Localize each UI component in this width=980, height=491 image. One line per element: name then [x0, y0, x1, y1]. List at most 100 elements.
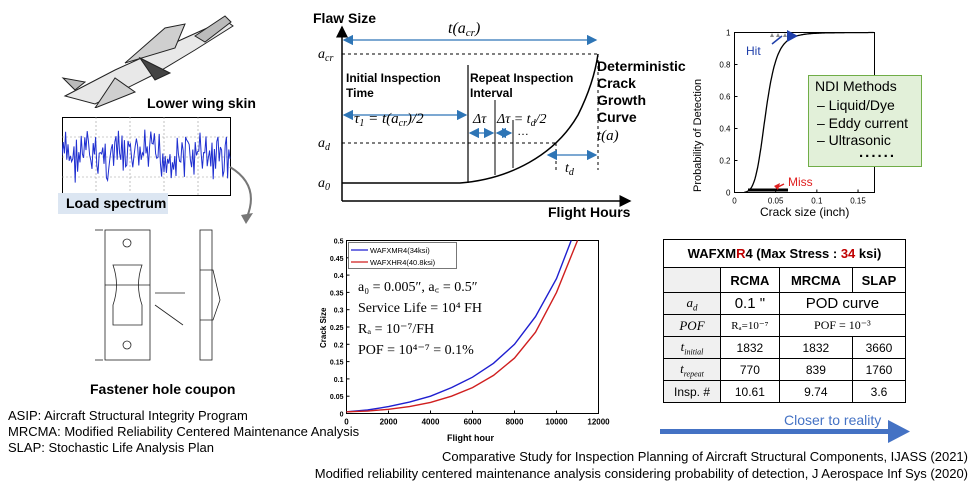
row-label-insp: Insp. #	[663, 380, 721, 403]
table-row: ad 0.1 " POD curve	[663, 292, 907, 315]
table-title: WAFXMR4 (Max Stress : 34 ksi)	[663, 239, 906, 268]
a0-label: a0	[318, 176, 330, 193]
chart-x-tick-label: 6000	[464, 418, 482, 427]
header-rcma: RCMA	[720, 267, 780, 293]
fighter-jet-illustration	[61, 15, 234, 108]
cell-pof-other: POF = 10⁻³	[778, 314, 907, 337]
curve-label-3: Growth	[597, 92, 646, 108]
hit-marker	[787, 30, 798, 42]
cell-tinitial-mrcma: 1832	[778, 336, 853, 359]
initial-label-2: Time	[346, 86, 374, 100]
ndi-item-liquid: – Liquid/Dye	[817, 97, 895, 113]
cell-tinitial-rcma: 1832	[720, 336, 780, 359]
pod-x-tick-label: 0.1	[811, 197, 823, 206]
chart-y-tick-label: 0.2	[334, 342, 344, 349]
reference-1: Comparative Study for Inspection Plannin…	[441, 449, 968, 464]
comparison-table: WAFXMR4 (Max Stress : 34 ksi) RCMA MRCMA…	[663, 239, 907, 403]
pod-x-tick-label: 0	[732, 197, 737, 206]
ndi-item-eddy: – Eddy current	[817, 115, 909, 131]
curve-label-4: Curve	[597, 109, 637, 125]
chart-y-tick-label: 0.3	[334, 308, 344, 315]
reference-2: Modified reliability centered maintenanc…	[314, 466, 968, 481]
chart-y-tick-label: 0.15	[330, 360, 344, 367]
curve-label-1: Deterministic	[597, 58, 686, 74]
crack-growth-curve	[342, 53, 599, 184]
pod-y-tick-label: 0.8	[719, 61, 731, 70]
header-mrcma: MRCMA	[778, 267, 853, 293]
dots-label: …	[517, 124, 529, 138]
ndi-item-ultrasonic: – Ultrasonic	[817, 132, 891, 148]
cell-trepeat-slap: 1760	[851, 358, 907, 381]
acronym-asip: ASIP: Aircraft Structural Integrity Prog…	[8, 408, 248, 423]
chart-y-tick-label: 0.25	[330, 325, 344, 332]
table-row: tinitial 1832 1832 3660	[663, 336, 907, 359]
table-row: POF Rₐ=10⁻⁷ POF = 10⁻³	[663, 314, 907, 337]
chart-x-tick-label: 4000	[422, 418, 440, 427]
repeat-label-2: Interval	[470, 86, 513, 100]
table-row: Insp. # 10.61 9.74 3.6	[663, 380, 907, 403]
chart-y-tick-label: 0.4	[334, 273, 344, 280]
load-spectrum-plot	[62, 117, 231, 196]
flight-hours-title: Flight Hours	[548, 204, 631, 220]
chart-y-tick-label: 0.45	[330, 256, 344, 263]
pod-y-tick-label: 0.2	[719, 157, 731, 166]
cell-trepeat-rcma: 770	[720, 358, 780, 381]
ndi-more: ......	[859, 144, 897, 161]
flaw-size-title: Flaw Size	[313, 10, 376, 26]
chart-y-tick-label: 0.5	[334, 239, 344, 246]
row-label-tinitial: tinitial	[663, 336, 721, 359]
cell-ad-rcma: 0.1 "	[720, 292, 780, 315]
acronym-mrcma: MRCMA: Modified Reliability Centered Mai…	[8, 424, 360, 439]
cell-ad-pod: POD curve	[778, 292, 907, 315]
pod-x-label: Crack size (inch)	[760, 205, 849, 219]
hit-label: Hit	[746, 44, 761, 58]
legend-series-2: WAFXHR4(40.8ksi)	[370, 258, 436, 267]
series-line-1	[346, 240, 572, 413]
cell-trepeat-mrcma: 839	[778, 358, 853, 381]
chart-legend	[348, 242, 457, 269]
pod-y-tick-label: 0.4	[719, 125, 731, 134]
repeat-label-1: Repeat Inspection	[470, 71, 573, 85]
chart-y-label: Crack Size	[319, 307, 328, 348]
table-row: trepeat 770 839 1760	[663, 358, 907, 381]
load-spectrum-box	[58, 193, 168, 214]
chart-x-tick-label: 0	[344, 418, 349, 427]
curve-label-2: Crack	[597, 75, 636, 91]
cell-insp-rcma: 10.61	[720, 380, 780, 403]
annotation-2: Service Life = 10⁴ FH	[358, 301, 482, 316]
load-spectrum-label: Load spectrum	[66, 195, 167, 211]
row-label-ad: ad	[663, 292, 721, 315]
annotation-4: POF = 10⁴⁻⁷ = 0.1%	[358, 343, 474, 358]
t-acr-label: t(acr)	[448, 20, 480, 39]
chart-frame	[346, 240, 599, 414]
acr-label: acr	[318, 47, 333, 64]
header-slap: SLAP	[851, 267, 907, 293]
closer-to-reality-label: Closer to reality	[784, 412, 882, 428]
pod-x-tick-label: 0.15	[850, 197, 866, 206]
dtau-label: Δτ	[472, 112, 487, 127]
cell-tinitial-slap: 3660	[851, 336, 907, 359]
annotation-1: a₀ = 0.005″, a꜀ = 0.5″	[358, 280, 478, 295]
ndi-title: NDI Methods	[815, 78, 897, 94]
chart-x-tick-label: 10000	[545, 418, 568, 427]
cell-insp-slap: 3.6	[851, 380, 907, 403]
chart-x-tick-label: 2000	[380, 418, 398, 427]
pod-y-tick-label: 0	[726, 189, 731, 198]
pod-curve	[744, 31, 874, 193]
dtau-expression: Δτ = td/2	[496, 112, 546, 129]
curved-arrow	[229, 166, 253, 224]
row-label-pof: POF	[663, 314, 721, 337]
miss-label: Miss	[788, 175, 813, 189]
chart-x-tick-label: 8000	[506, 418, 524, 427]
header-empty	[663, 267, 721, 293]
legend-series-1: WAFXMR4(34ksi)	[370, 246, 430, 255]
chart-y-tick-label: 0.1	[334, 377, 344, 384]
chart-y-tick-label: 0.05	[330, 394, 344, 401]
initial-label-1: Initial Inspection	[346, 71, 441, 85]
chart-x-tick-label: 12000	[587, 418, 610, 427]
cell-pof-rcma: Rₐ=10⁻⁷	[720, 314, 780, 337]
pod-x-tick-label: 0.05	[768, 197, 784, 206]
lower-wing-label: Lower wing skin	[147, 95, 256, 111]
ta-label: t(a)	[597, 128, 619, 144]
ad-label: ad	[318, 136, 331, 153]
